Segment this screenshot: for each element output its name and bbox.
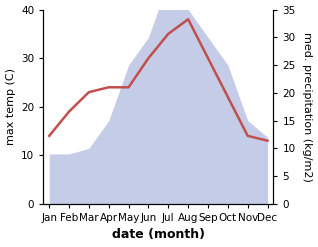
X-axis label: date (month): date (month) [112, 228, 205, 242]
Y-axis label: med. precipitation (kg/m2): med. precipitation (kg/m2) [302, 32, 313, 182]
Y-axis label: max temp (C): max temp (C) [5, 68, 16, 145]
